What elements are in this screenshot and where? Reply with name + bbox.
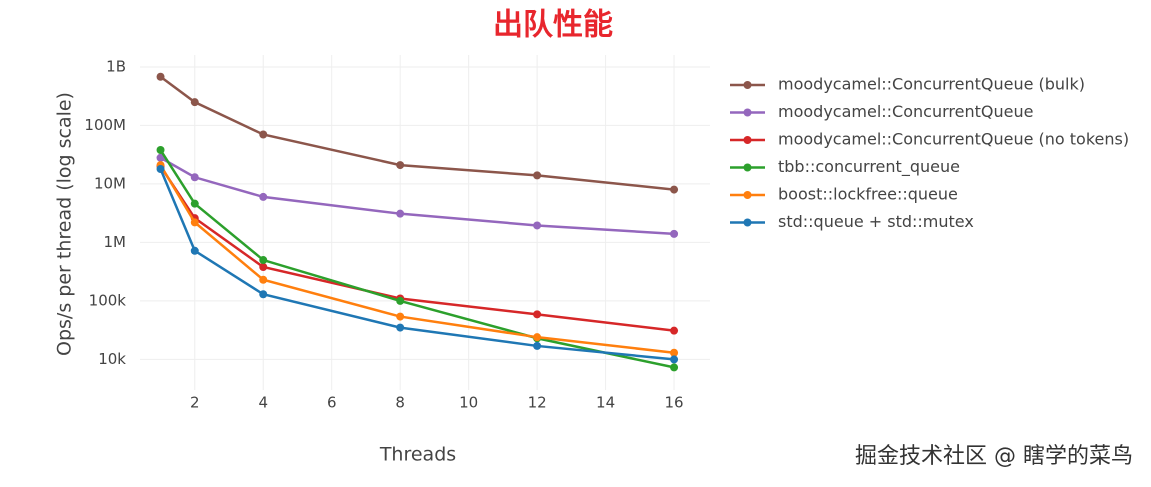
series-line	[159, 149, 675, 369]
data-point	[156, 146, 165, 155]
data-point	[396, 296, 405, 305]
data-point	[396, 312, 405, 321]
x-tick-label: 10	[459, 394, 478, 412]
x-tick-label: 12	[528, 394, 547, 412]
data-point	[259, 130, 268, 139]
legend-label: tbb::concurrent_queue	[778, 157, 960, 177]
x-tick-label: 6	[327, 394, 337, 412]
x-tick-label: 16	[665, 394, 684, 412]
data-point	[190, 199, 199, 208]
legend-label: std::queue + std::mutex	[778, 212, 974, 231]
data-point	[670, 363, 679, 372]
data-point	[156, 72, 165, 81]
y-axis-title: Ops/s per thread (log scale)	[54, 92, 76, 356]
x-tick-label: 14	[596, 394, 615, 412]
y-tick-label: 1B	[106, 57, 126, 75]
data-point	[670, 348, 679, 357]
data-point	[533, 310, 542, 319]
data-point	[670, 355, 679, 364]
data-point	[259, 290, 268, 299]
data-point	[190, 246, 199, 255]
data-point	[259, 263, 268, 272]
series-line	[159, 75, 675, 191]
x-tick-label: 8	[395, 394, 405, 412]
legend-swatch	[743, 191, 752, 199]
legend-label: moodycamel::ConcurrentQueue (no tokens)	[778, 130, 1129, 149]
legend-swatch	[743, 218, 752, 227]
data-point	[533, 333, 542, 342]
chart-title: 出队性能	[493, 8, 613, 43]
data-point	[533, 341, 542, 350]
data-point	[533, 221, 542, 230]
series-line	[159, 164, 675, 354]
legend-swatch	[743, 108, 752, 117]
data-point	[259, 275, 268, 284]
data-point	[670, 185, 679, 194]
watermark: 掘金技术社区 @ 瞎学的菜鸟	[855, 444, 1133, 469]
series-line	[159, 156, 675, 236]
legend-swatch	[743, 136, 752, 144]
y-tick-label: 1M	[104, 233, 127, 251]
y-tick-label: 100k	[89, 291, 127, 309]
series-line	[159, 165, 675, 332]
series-line	[159, 168, 675, 361]
data-point	[396, 161, 405, 170]
legend-label: moodycamel::ConcurrentQueue	[778, 102, 1033, 121]
legend-swatch	[743, 81, 752, 89]
data-point	[190, 218, 199, 227]
data-point	[396, 323, 405, 332]
data-point	[259, 256, 268, 265]
data-point	[259, 192, 268, 201]
x-tick-label: 4	[258, 394, 268, 412]
data-point	[396, 209, 405, 218]
data-point	[533, 171, 542, 180]
y-tick-label: 10k	[98, 350, 126, 368]
data-point	[156, 153, 165, 162]
x-axis-title: Threads	[379, 444, 456, 466]
legend-label: boost::lockfree::queue	[778, 185, 958, 204]
y-tick-label: 100M	[84, 116, 126, 134]
data-point	[190, 173, 199, 182]
y-tick-label: 10M	[94, 174, 126, 192]
data-point	[670, 326, 679, 335]
data-point	[670, 229, 679, 238]
legend-swatch	[743, 163, 752, 172]
data-point	[190, 98, 199, 107]
data-point	[156, 164, 165, 173]
legend-label: moodycamel::ConcurrentQueue (bulk)	[778, 75, 1085, 94]
x-tick-label: 2	[190, 394, 200, 412]
